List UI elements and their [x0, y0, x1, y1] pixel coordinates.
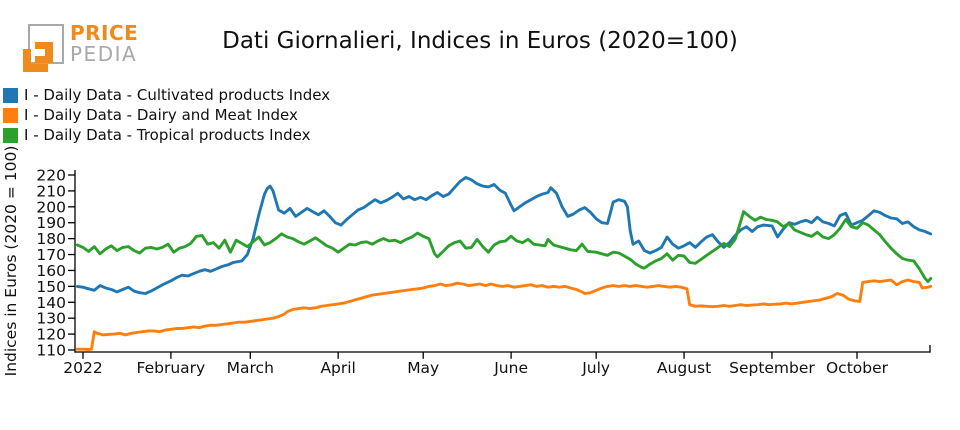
legend-label: I - Daily Data - Dairy and Meat Index [24, 106, 298, 124]
y-tick-label: 180 [36, 230, 66, 248]
legend-swatch [3, 127, 18, 143]
series-line-cultivated [75, 175, 933, 295]
series-line-tropical [75, 210, 933, 284]
legend-item-tropical: I - Daily Data - Tropical products Index [3, 125, 330, 145]
x-tick-label: April [320, 359, 355, 377]
y-tick-label: 140 [36, 294, 66, 312]
y-tick-label: 130 [36, 310, 66, 328]
y-tick-label: 160 [36, 262, 66, 280]
logo-text-price: PRICE [70, 21, 139, 45]
series-line-dairy_meat [75, 278, 933, 351]
y-tick-label: 200 [36, 198, 66, 216]
legend-swatch [3, 87, 18, 103]
y-tick-label: 110 [36, 342, 66, 360]
pricepedia-logo: PRICE PEDIA [14, 14, 214, 78]
x-tick-label: July [581, 359, 610, 377]
x-tick-label: June [493, 359, 528, 377]
y-axis-label: Indices in Euros (2020 = 100) [2, 146, 20, 377]
logo-text-pedia: PEDIA [70, 42, 138, 66]
x-tick-label: May [407, 359, 439, 377]
x-tick-label: October [826, 359, 889, 377]
legend-swatch [3, 107, 18, 123]
legend-label: I - Daily Data - Tropical products Index [24, 126, 311, 144]
legend-item-dairy-meat: I - Daily Data - Dairy and Meat Index [3, 105, 330, 125]
pricepedia-wordmark: PRICE PEDIA [70, 23, 138, 65]
y-tick-label: 120 [36, 326, 66, 344]
y-tick-label: 170 [36, 246, 66, 264]
y-tick-label: 220 [36, 167, 66, 185]
x-tick-label: 2022 [63, 359, 102, 377]
chart-title: Dati Giornalieri, Indices in Euros (2020… [222, 28, 738, 54]
y-tick-label: 190 [36, 214, 66, 232]
x-tick-label: February [137, 359, 206, 377]
x-tick-label: August [657, 359, 711, 377]
legend-item-cultivated: I - Daily Data - Cultivated products Ind… [3, 85, 330, 105]
legend-label: I - Daily Data - Cultivated products Ind… [24, 86, 331, 104]
x-tick-label: September [729, 359, 815, 377]
y-tick-label: 150 [36, 278, 66, 296]
y-tick-label: 210 [36, 182, 66, 200]
x-tick-label: March [227, 359, 274, 377]
pricepedia-logo-icon [23, 24, 64, 72]
chart-legend: I - Daily Data - Cultivated products Ind… [3, 85, 330, 145]
